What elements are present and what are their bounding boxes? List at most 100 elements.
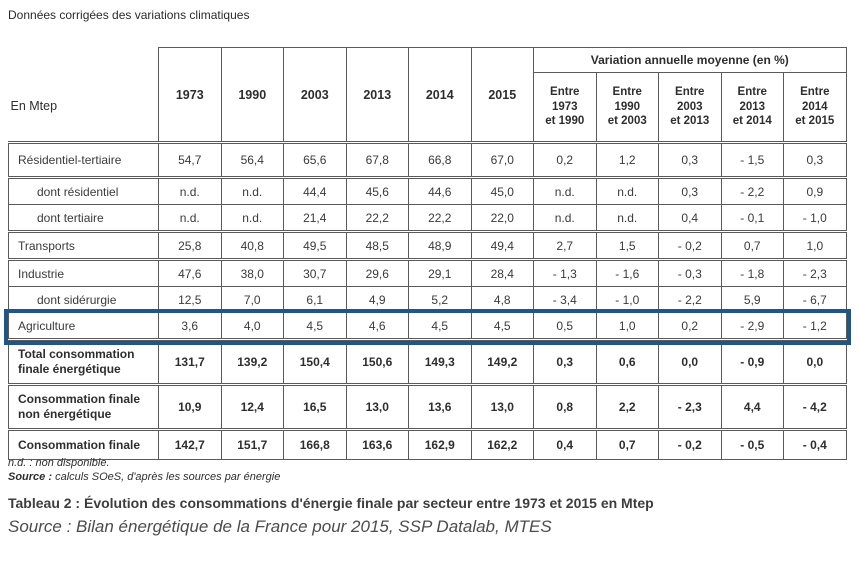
value-cell: 4,5 bbox=[470, 312, 534, 340]
value-cell: n.d. bbox=[595, 204, 659, 232]
value-cell: 0,7 bbox=[595, 428, 659, 460]
table-row-dont-tertiaire: dont tertiaire n.d. n.d. 21,4 22,2 22,2 22,0 n.… bbox=[8, 204, 847, 232]
value-cell: - 0,5 bbox=[720, 428, 784, 460]
col-header-2013: 2013 bbox=[345, 47, 409, 143]
value-cell: 4,0 bbox=[220, 312, 284, 340]
table-row-dont-siderurgie: dont sidérurgie 12,5 7,0 6,1 4,9 5,2 4,8- 3,4-… bbox=[8, 286, 847, 313]
value-cell: 45,6 bbox=[345, 176, 409, 205]
col-header-1973: 1973 bbox=[158, 47, 222, 143]
value-cell: 66,8 bbox=[408, 141, 472, 178]
col-header-2015: 2015 bbox=[470, 47, 534, 143]
value-cell: - 0,3 bbox=[658, 258, 722, 287]
value-cell: 29,1 bbox=[408, 258, 472, 287]
value-cell: 0,7 bbox=[720, 230, 784, 260]
value-cell: 56,4 bbox=[220, 141, 284, 178]
value-cell: 4,5 bbox=[408, 312, 472, 340]
value-cell: 22,2 bbox=[408, 204, 472, 232]
row-label: Total consommation finale énergétique bbox=[8, 338, 159, 385]
value-cell: 149,3 bbox=[408, 338, 472, 385]
value-cell: - 1,6 bbox=[595, 258, 659, 287]
value-cell: 16,5 bbox=[283, 383, 347, 430]
col-header-2014: 2014 bbox=[408, 47, 472, 143]
caption-source: Source : Bilan énergétique de la France … bbox=[8, 517, 552, 536]
col-header-1990: 1990 bbox=[220, 47, 284, 143]
value-cell: - 4,2 bbox=[783, 383, 847, 430]
value-cell: 4,6 bbox=[345, 312, 409, 340]
value-cell: - 1,2 bbox=[783, 312, 847, 340]
value-cell: - 0,9 bbox=[720, 338, 784, 385]
row-label: dont résidentiel bbox=[8, 176, 159, 205]
value-cell: 0,5 bbox=[533, 312, 597, 340]
value-cell: 1,5 bbox=[595, 230, 659, 260]
value-cell: - 2,2 bbox=[658, 286, 722, 313]
value-cell: 1,0 bbox=[783, 230, 847, 260]
value-cell: - 1,0 bbox=[783, 204, 847, 232]
value-cell: 40,8 bbox=[220, 230, 284, 260]
value-cell: 44,6 bbox=[408, 176, 472, 205]
value-cell: 30,7 bbox=[283, 258, 347, 287]
value-cell: 2,7 bbox=[533, 230, 597, 260]
value-cell: n.d. bbox=[595, 176, 659, 205]
value-cell: n.d. bbox=[533, 204, 597, 232]
value-cell: 12,4 bbox=[220, 383, 284, 430]
value-cell: 3,6 bbox=[158, 312, 222, 340]
value-cell: 44,4 bbox=[283, 176, 347, 205]
table-row-industrie: Industrie 47,6 38,0 30,7 29,6 29,1 28,4- 1,3- … bbox=[8, 258, 847, 287]
unit-label: En Mtep bbox=[10, 99, 58, 113]
value-cell: 22,2 bbox=[345, 204, 409, 232]
value-cell: 4,5 bbox=[283, 312, 347, 340]
value-cell: 21,4 bbox=[283, 204, 347, 232]
col-header-var-2014-2015: Entre 2014 et 2015 bbox=[783, 72, 847, 143]
col-header-var-2013-2014: Entre 2013 et 2014 bbox=[720, 72, 784, 143]
value-cell: 67,0 bbox=[470, 141, 534, 178]
col-header-2003: 2003 bbox=[283, 47, 347, 143]
col-header-var-1973-1990: Entre 1973 et 1990 bbox=[533, 72, 597, 143]
value-cell: n.d. bbox=[220, 204, 284, 232]
value-cell: 5,9 bbox=[720, 286, 784, 313]
value-cell: n.d. bbox=[158, 176, 222, 205]
header-row-top: En Mtep 1973 1990 2003 2013 2014 2015 Va… bbox=[9, 47, 847, 143]
row-label: Agriculture bbox=[8, 312, 159, 340]
table-row-transports: Transports 25,8 40,8 49,5 48,5 48,9 49,4 2,7 1,5… bbox=[8, 230, 847, 260]
value-cell: 65,6 bbox=[283, 141, 347, 178]
value-cell: 47,6 bbox=[158, 258, 222, 287]
table-row-non-energetique: Consommation finale non énergétique 10,9 1… bbox=[8, 383, 847, 430]
value-cell: 49,5 bbox=[283, 230, 347, 260]
value-cell: n.d. bbox=[533, 176, 597, 205]
value-cell: 0,2 bbox=[533, 141, 597, 178]
value-cell: n.d. bbox=[220, 176, 284, 205]
value-cell: n.d. bbox=[158, 204, 222, 232]
value-cell: 139,2 bbox=[220, 338, 284, 385]
value-cell: 29,6 bbox=[345, 258, 409, 287]
value-cell: 54,7 bbox=[158, 141, 222, 178]
value-cell: 38,0 bbox=[220, 258, 284, 287]
value-cell: 142,7 bbox=[158, 428, 222, 460]
table-body: Résidentiel-tertiaire 54,7 56,4 65,6 67,8 66,… bbox=[8, 141, 847, 460]
value-cell: 4,9 bbox=[345, 286, 409, 313]
value-cell: 22,0 bbox=[470, 204, 534, 232]
table-row-dont-residentiel: dont résidentiel n.d. n.d. 44,4 45,6 44,6 45,0… bbox=[8, 176, 847, 205]
table-row-agriculture: Agriculture 3,6 4,0 4,5 4,6 4,5 4,5 0,5 1,0 0,2- … bbox=[8, 312, 847, 340]
row-label: Consommation finale non énergétique bbox=[8, 383, 159, 430]
value-cell: 13,6 bbox=[408, 383, 472, 430]
value-cell: 0,3 bbox=[783, 141, 847, 178]
footnote-nd: n.d. : non disponible. bbox=[8, 457, 110, 469]
value-cell: 4,8 bbox=[470, 286, 534, 313]
value-cell: 166,8 bbox=[283, 428, 347, 460]
table-header: En Mtep 1973 1990 2003 2013 2014 2015 Va… bbox=[9, 47, 847, 143]
value-cell: - 0,1 bbox=[720, 204, 784, 232]
value-cell: 0,8 bbox=[533, 383, 597, 430]
value-cell: 1,2 bbox=[595, 141, 659, 178]
row-label: dont tertiaire bbox=[8, 204, 159, 232]
col-header-var-2003-2013: Entre 2003 et 2013 bbox=[658, 72, 722, 143]
value-cell: - 1,5 bbox=[720, 141, 784, 178]
table-caption: Tableau 2 : Évolution des consommations … bbox=[8, 495, 654, 511]
energy-consumption-table: En Mtep 1973 1990 2003 2013 2014 2015 Va… bbox=[8, 47, 847, 460]
footnote-source: Source : calculs SOeS, d'après les sourc… bbox=[8, 471, 280, 483]
value-cell: 151,7 bbox=[220, 428, 284, 460]
value-cell: 13,0 bbox=[470, 383, 534, 430]
value-cell: 1,0 bbox=[595, 312, 659, 340]
value-cell: 12,5 bbox=[158, 286, 222, 313]
footnote-source-text: calculs SOeS, d'après les sources par én… bbox=[52, 471, 281, 483]
row-label: dont sidérurgie bbox=[8, 286, 159, 313]
